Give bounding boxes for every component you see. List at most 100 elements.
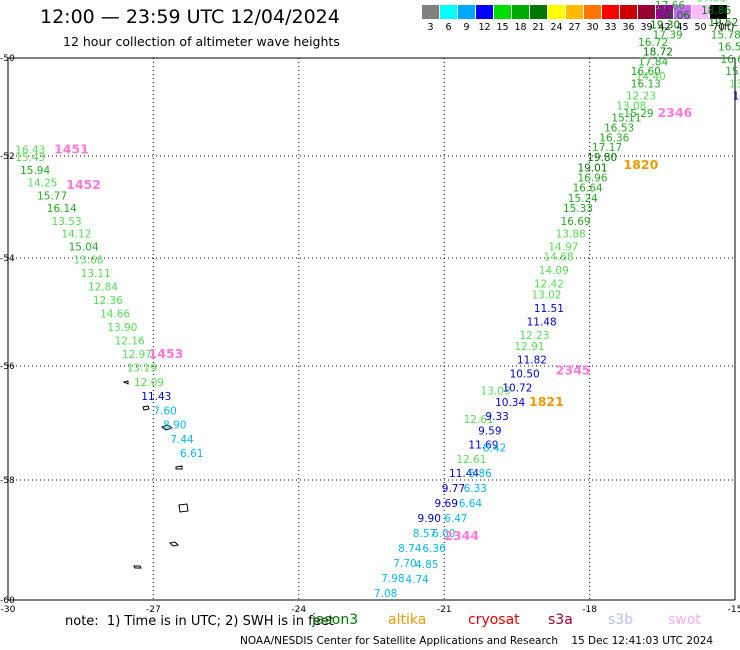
- wave-height-value: 10.34: [495, 397, 525, 409]
- lat-label: -52: [0, 152, 15, 162]
- wave-height-value: 18.72: [643, 47, 673, 59]
- wave-height-value: 9.69: [435, 498, 458, 510]
- pass-time-label: 1453: [149, 346, 184, 361]
- lon-label: -15: [728, 605, 740, 615]
- legend-swatch: [530, 5, 547, 19]
- wave-height-value: 6.00: [432, 528, 455, 540]
- wave-height-value: 12.09: [134, 377, 164, 389]
- wave-height-value: 19.01: [577, 162, 607, 174]
- legend-swatch: [692, 5, 709, 19]
- wave-height-value: 14.68: [544, 252, 574, 264]
- legend-swatch: [710, 5, 727, 19]
- legend-label: 9: [463, 22, 470, 33]
- wave-height-value: 13.88: [556, 229, 586, 241]
- legend-label: 18: [514, 22, 527, 33]
- legend-swatch: [458, 5, 475, 19]
- legend-swatch: [656, 5, 673, 19]
- wave-height-value: 12.42: [534, 279, 564, 291]
- wave-height-value: 15.78: [711, 29, 740, 41]
- wave-height-value: 9.33: [485, 411, 508, 423]
- note-text: note: 1) Time is in UTC; 2) SWH is in fe…: [65, 614, 334, 629]
- lat-label: -54: [0, 254, 15, 264]
- pass-time-label: 2344: [444, 528, 479, 543]
- page-title: 12:00 — 23:59 UTC 12/04/2024: [40, 6, 340, 28]
- wave-height-value: 4.85: [415, 559, 438, 571]
- wave-height-value: 16.6: [720, 54, 740, 66]
- wave-height-value: 9.59: [478, 425, 501, 437]
- satellite-label-s3b: s3b: [608, 612, 634, 628]
- wave-height-value: 12.16: [115, 335, 145, 347]
- wave-height-value: 6.36: [422, 543, 446, 555]
- legend-label: 33: [604, 22, 617, 33]
- legend-label: 50: [694, 22, 707, 33]
- satellite-label-s3a: s3a: [548, 612, 573, 628]
- wave-height-value: 15.77: [37, 190, 67, 202]
- wave-height-value: 12.61: [456, 454, 486, 466]
- legend-swatch: [422, 5, 439, 19]
- wave-height-value: 13.02: [531, 290, 561, 302]
- legend-label: 6: [445, 22, 452, 33]
- satellite-label-cryosat: cryosat: [468, 612, 520, 628]
- wave-height-value: 12.36: [93, 295, 123, 307]
- wave-height-value: 9.90: [418, 513, 441, 525]
- wave-height-value: 12.23: [519, 330, 549, 342]
- legend-swatch: [566, 5, 583, 19]
- wave-height-value: 17.66: [655, 0, 685, 12]
- wave-height-value: 9.77: [442, 483, 465, 495]
- island-sandwich-2: [178, 503, 189, 513]
- wave-height-value: 13.: [729, 78, 740, 90]
- island-south-georgia-3: [160, 424, 174, 431]
- legend-label: 70: [712, 22, 725, 33]
- wave-height-value: 14.25: [27, 178, 57, 190]
- wave-height-value: 16.13: [631, 78, 661, 90]
- wave-height-value: 19.06: [660, 10, 690, 22]
- wave-height-value: 6.33: [464, 483, 487, 495]
- island-sandwich-1: [175, 465, 183, 470]
- wave-height-value: 19.52: [708, 17, 738, 29]
- legend-swatch: [674, 5, 691, 19]
- wave-height-value: 13.19: [127, 363, 157, 375]
- legend-label: 45: [676, 22, 689, 33]
- pass-time-label: 1821: [529, 394, 564, 409]
- wave-height-value: 13.03: [481, 386, 511, 398]
- axis-labels: -30 -27 -24 -21 -18 -15 -50 -52 -54 -56 -58 -60: [0, 54, 740, 615]
- island-south-georgia-2: [142, 405, 150, 411]
- wave-height-value: 19.80: [587, 152, 617, 164]
- legend-label: 24: [550, 22, 563, 33]
- wave-height-value: 12.97: [122, 349, 152, 361]
- island-sandwich-3: [168, 541, 180, 547]
- pass-time-label: 2346: [657, 105, 692, 120]
- legend-label: 15: [496, 22, 509, 33]
- wave-height-value: 15.33: [563, 203, 593, 215]
- pass-time-label: 1451: [54, 142, 89, 157]
- legend-label: 3: [427, 22, 434, 33]
- wave-height-value: 7.70: [393, 558, 416, 570]
- legend-swatch: [548, 5, 565, 19]
- wave-height-value: 13.53: [52, 216, 82, 228]
- wave-height-value: 8.42: [483, 443, 506, 455]
- lon-label: -30: [1, 605, 16, 615]
- wave-height-value: 16.14: [47, 203, 77, 215]
- lat-label: -60: [0, 596, 15, 606]
- wave-height-value: 16.69: [561, 216, 591, 228]
- wave-height-value: 13.11: [81, 268, 111, 280]
- wave-height-value: 17.53: [696, 0, 726, 5]
- wave-height-value: 14.66: [100, 308, 130, 320]
- wave-height-value: 7.60: [153, 405, 176, 417]
- wave-height-value: 15.11: [611, 113, 641, 125]
- wave-height-value: 13.90: [107, 322, 137, 334]
- legend-label: 27: [568, 22, 581, 33]
- satellite-label-swot: swot: [668, 612, 701, 628]
- legend-swatch: [620, 5, 637, 19]
- legend-label: 12: [478, 22, 491, 33]
- wave-height-value: 16.96: [577, 173, 607, 185]
- wave-height-value: 11.44: [449, 468, 479, 480]
- wave-height-value: 16.53: [604, 123, 634, 135]
- legend-unit: (ft): [720, 22, 735, 33]
- wave-height-value: 11.69: [468, 440, 498, 452]
- wave-height-value: 14.09: [539, 265, 569, 277]
- wave-height-value: 11.51: [534, 303, 564, 315]
- legend-swatch: [440, 5, 457, 19]
- legend-label: 21: [532, 22, 545, 33]
- footer-credit: NOAA/NESDIS Center for Satellite Applica…: [240, 635, 714, 647]
